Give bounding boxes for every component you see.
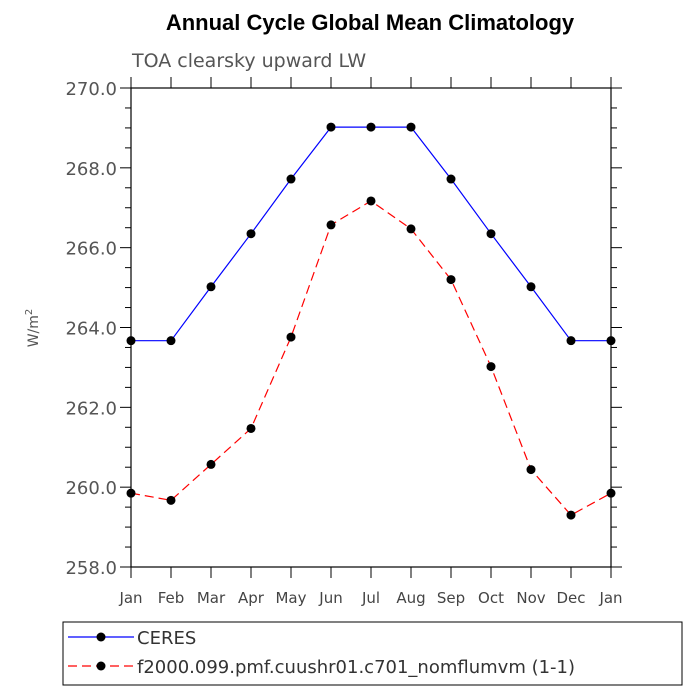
x-tick-label: Dec <box>556 589 585 607</box>
x-tick-label: Oct <box>478 589 504 607</box>
data-point <box>526 465 536 475</box>
series-layer <box>126 122 616 520</box>
series-line <box>131 126 611 342</box>
data-point <box>166 495 176 505</box>
data-point <box>166 336 176 346</box>
data-point <box>366 196 376 206</box>
plot-frame <box>130 87 612 568</box>
legend-label-model: f2000.099.pmf.cuushr01.c701_nomflumvm (1… <box>137 657 575 678</box>
data-point <box>126 488 136 498</box>
data-point <box>406 224 416 234</box>
data-point <box>606 336 616 346</box>
y-tick-label: 262.0 <box>65 398 117 419</box>
data-point <box>366 122 376 132</box>
y-tick-label: 270.0 <box>65 79 117 100</box>
x-tick-label: Nov <box>516 589 545 607</box>
y-tick-labels: 258.0 260.0 262.0 264.0 266.0 268.0 270.0 <box>65 79 117 579</box>
x-tick-label: Jun <box>318 589 342 607</box>
x-tick-label: Jan <box>598 589 622 607</box>
data-point <box>526 282 536 292</box>
chart-subtitle: TOA clearsky upward LW <box>131 50 366 72</box>
data-point <box>206 459 216 469</box>
y-tick-label: 258.0 <box>65 558 117 579</box>
series-line <box>130 200 612 516</box>
data-point <box>126 336 136 346</box>
y-tick-label: 268.0 <box>65 159 117 180</box>
legend-marker-model <box>96 661 106 671</box>
chart-title: Annual Cycle Global Mean Climatology <box>166 10 575 35</box>
x-tick-label: Aug <box>396 589 425 607</box>
data-point <box>286 332 296 342</box>
y-tick-label: 260.0 <box>65 478 117 499</box>
x-tick-label: Feb <box>158 589 185 607</box>
legend-box <box>62 621 683 686</box>
legend-marker-ceres <box>96 632 106 642</box>
data-point <box>326 122 336 132</box>
y-tick-label: 266.0 <box>65 239 117 260</box>
data-point <box>566 336 576 346</box>
y-axis-label: W/m2 <box>24 309 42 348</box>
data-point <box>486 362 496 372</box>
data-point <box>246 423 256 433</box>
data-point <box>446 174 456 184</box>
data-point <box>606 488 616 498</box>
series-0 <box>126 122 616 346</box>
data-point <box>486 229 496 239</box>
legend-label-ceres: CERES <box>137 628 196 649</box>
data-point <box>326 220 336 230</box>
x-tick-label: May <box>275 589 306 607</box>
x-tick-label: Jul <box>361 589 380 607</box>
data-point <box>246 229 256 239</box>
x-tick-label: Sep <box>437 589 465 607</box>
x-tick-label: Apr <box>238 589 265 607</box>
data-point <box>206 282 216 292</box>
data-point <box>566 510 576 520</box>
x-tick-label: Jan <box>118 589 142 607</box>
axis-ticks <box>120 77 622 578</box>
legend: CERES f2000.099.pmf.cuushr01.c701_nomflu… <box>62 621 683 686</box>
x-tick-label: Mar <box>197 589 226 607</box>
data-point <box>406 122 416 132</box>
y-tick-label: 264.0 <box>65 319 117 340</box>
x-tick-labels: Jan Feb Mar Apr May Jun Jul Aug Sep Oct Nov Dec Jan <box>118 589 622 607</box>
data-point <box>286 174 296 184</box>
data-point <box>446 275 456 285</box>
series-1 <box>126 196 616 520</box>
